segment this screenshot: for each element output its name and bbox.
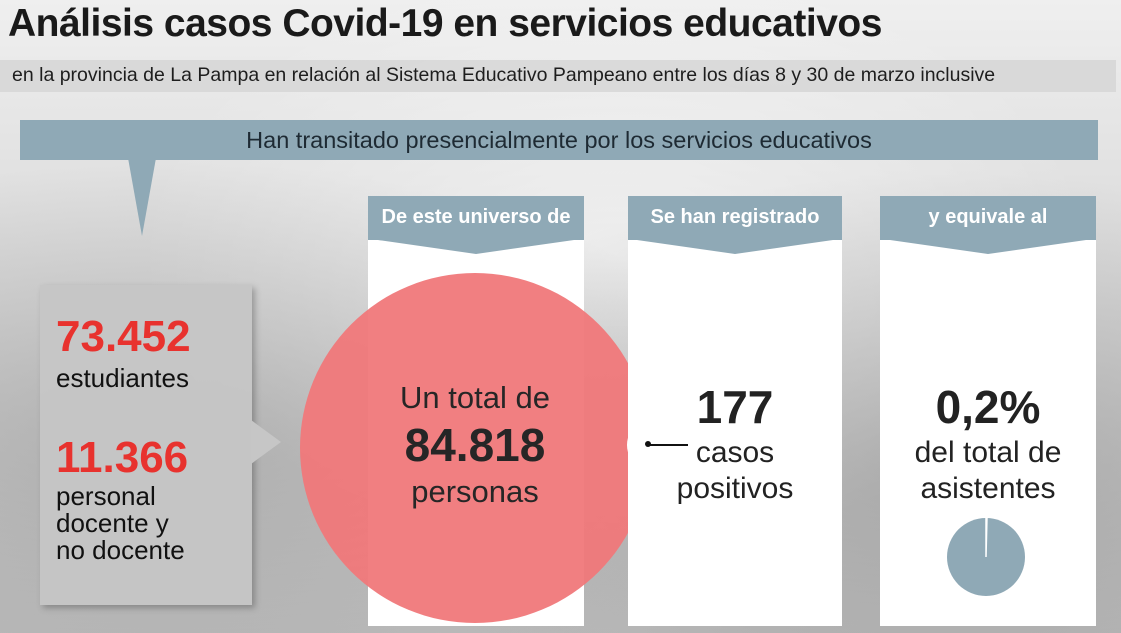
cases-label-line1: casos — [695, 436, 775, 469]
percent-number: 0,2% — [935, 381, 1041, 433]
total-intro: Un total de — [400, 380, 550, 415]
page-title: Análisis casos Covid-19 en servicios edu… — [8, 2, 882, 45]
column-cases-header: Se han registrado — [628, 196, 842, 240]
total-number: 84.818 — [404, 419, 546, 471]
percent-pie-chart — [947, 517, 1025, 596]
percent-label-line2: asistentes — [920, 472, 1056, 505]
pie-slice — [985, 517, 988, 558]
banner-tail — [128, 158, 156, 236]
staff-label-line3: no docente — [56, 535, 185, 565]
connector-dot — [645, 441, 651, 447]
column-universe-header-tail — [378, 240, 574, 254]
students-number: 73.452 — [56, 312, 191, 361]
banner: Han transitado presencialmente por los s… — [20, 120, 1098, 160]
cases-number: 177 — [696, 381, 774, 433]
staff-number: 11.366 — [56, 433, 189, 482]
column-cases-header-tail — [637, 240, 833, 254]
total-people-circle — [300, 273, 650, 623]
percent-label-line1: del total de — [914, 436, 1062, 469]
cases-label-line2: positivos — [676, 472, 794, 505]
students-label: estudiantes — [56, 363, 189, 393]
total-label: personas — [411, 474, 539, 509]
column-percent-header-tail — [890, 240, 1086, 254]
left-box-pointer — [251, 420, 281, 464]
connector-line — [650, 444, 688, 446]
column-percent-header: y equivale al — [880, 196, 1096, 240]
page-subtitle: en la provincia de La Pampa en relación … — [0, 60, 1116, 92]
left-stats-box — [40, 285, 252, 605]
column-universe-header: De este universo de — [368, 196, 584, 240]
staff-label-line1: personal — [56, 481, 156, 511]
staff-label-line2: docente y — [56, 508, 169, 538]
column-cases: Se han registrado — [628, 196, 842, 626]
